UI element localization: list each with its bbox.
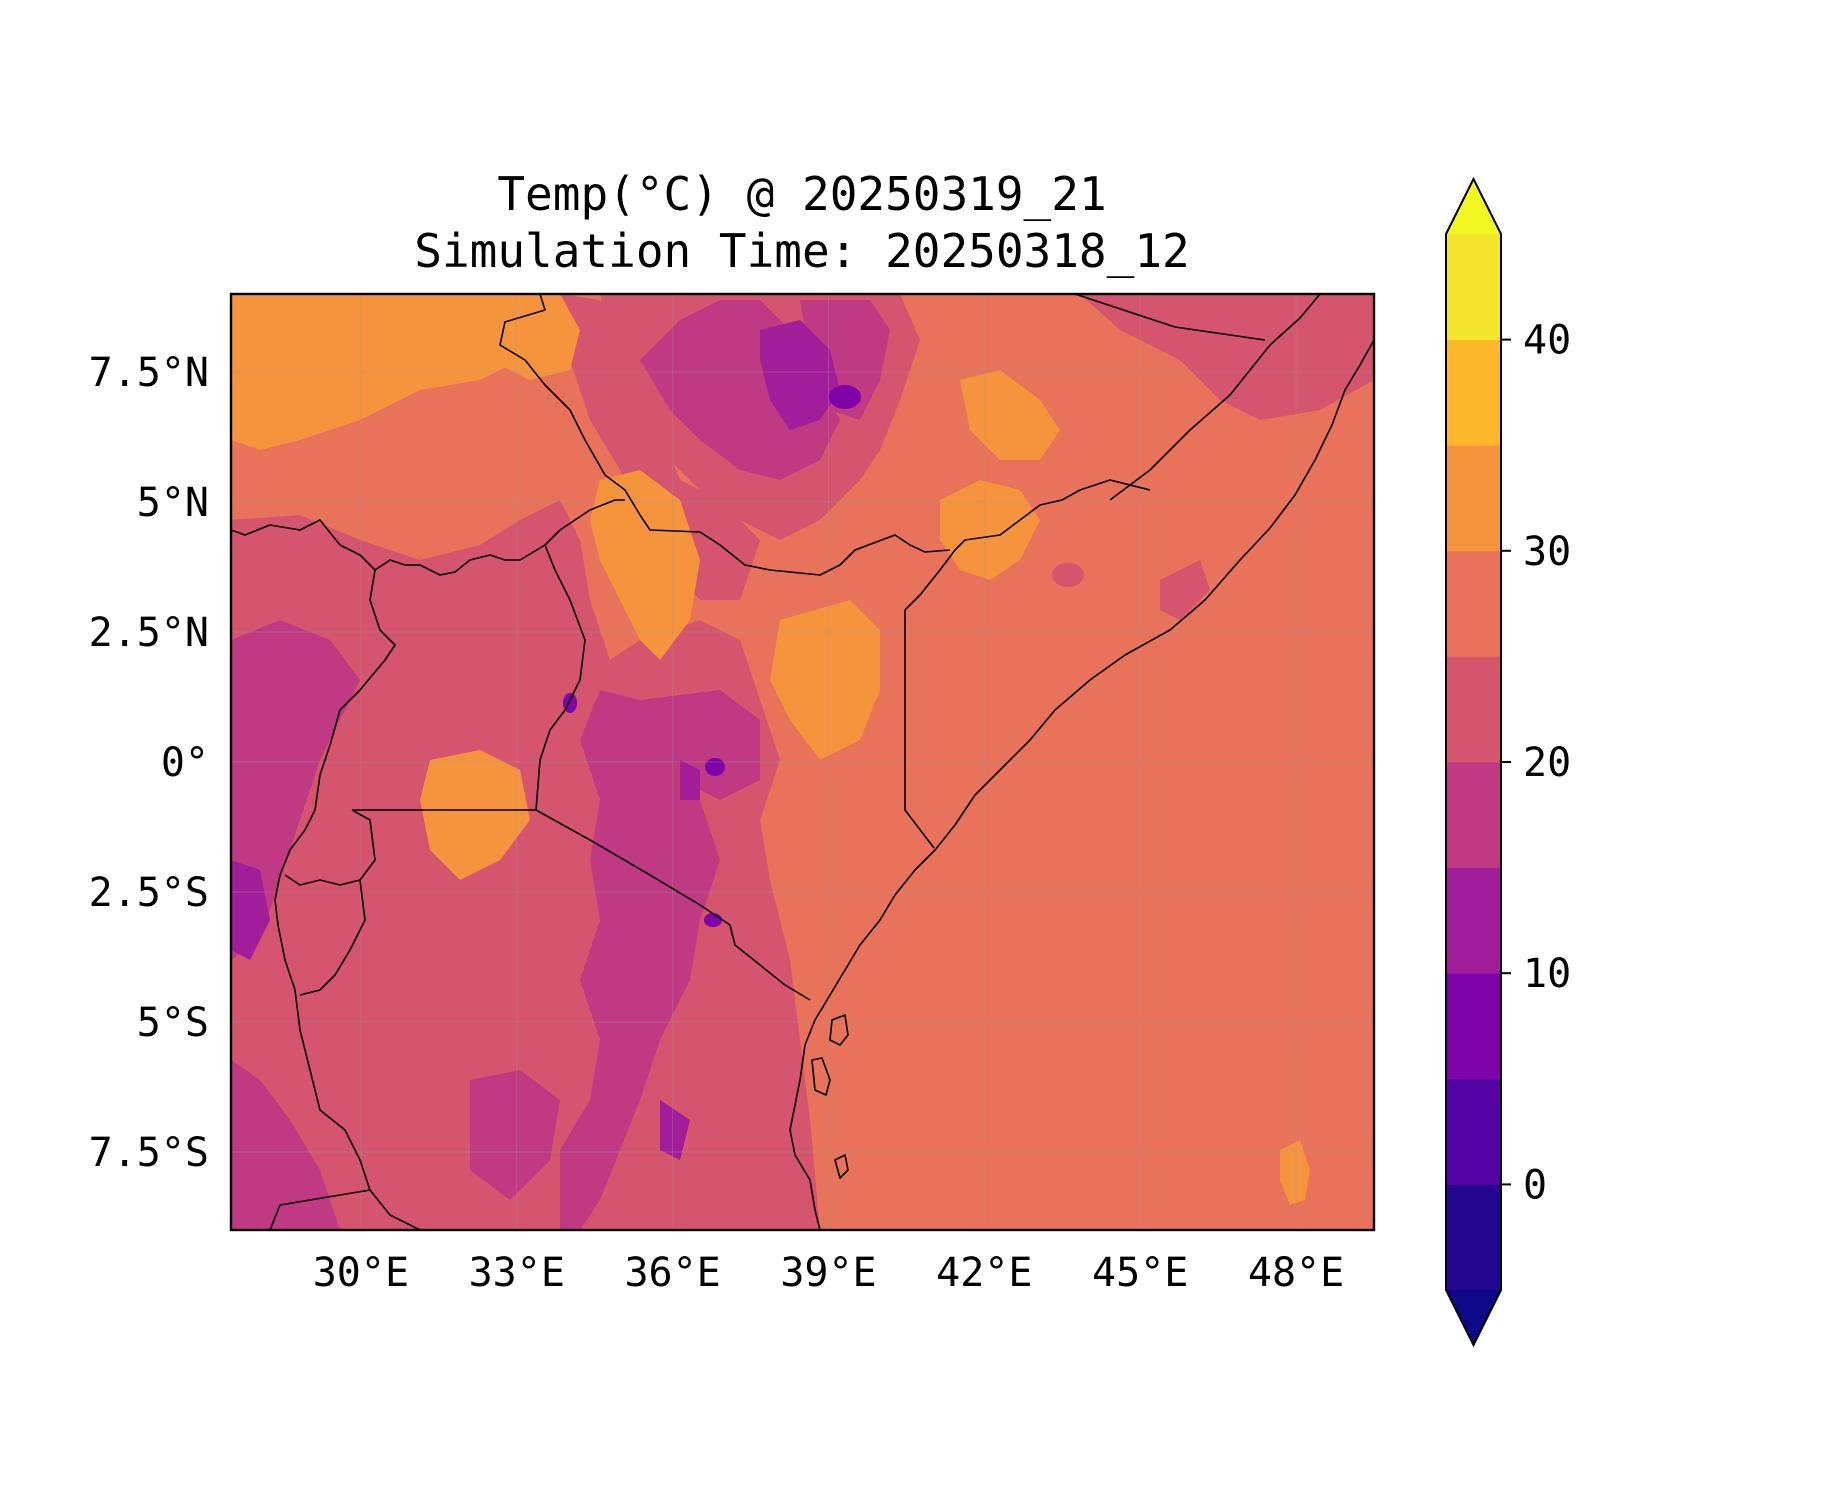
colorbar-extend-max xyxy=(1446,179,1501,234)
border-somaliland xyxy=(1074,294,1266,341)
border-burundi-outline xyxy=(299,879,366,996)
y-tick-label: 2.5°S xyxy=(89,870,209,916)
colorbar-segment xyxy=(1446,445,1501,552)
colorbar-segment xyxy=(1446,1184,1501,1291)
colorbar-extend-min xyxy=(1446,1290,1501,1345)
colorbar-tick-label: 30 xyxy=(1523,529,1571,575)
map-subtitle: Simulation Time: 20250318_12 xyxy=(414,224,1189,278)
y-tick-label: 5°N xyxy=(137,480,209,526)
coastline xyxy=(789,339,1374,1230)
border-kenya-somalia xyxy=(904,539,966,849)
x-tick-label: 45°E xyxy=(1092,1250,1188,1296)
x-tick-label: 30°E xyxy=(313,1250,409,1296)
border-rwanda-outline xyxy=(284,809,376,886)
colorbar-segment xyxy=(1446,339,1501,446)
map-borders xyxy=(231,294,1374,1230)
island-pemba xyxy=(834,1154,849,1179)
colorbar-ticks: 0 10 20 30 40 xyxy=(1501,318,1571,1208)
y-tick-label: 7.5°S xyxy=(89,1130,209,1176)
island-zanzibar xyxy=(829,1014,849,1046)
y-tick-label: 7.5°N xyxy=(89,350,209,396)
border-tanzania-kenya xyxy=(535,809,811,1001)
colorbar-segment xyxy=(1446,867,1501,974)
temperature-field-5-10 xyxy=(563,385,861,927)
colorbar-segment xyxy=(1446,550,1501,657)
colorbar-segment xyxy=(1446,656,1501,763)
island-mafia xyxy=(811,1057,831,1096)
longitude-axis: 30°E 33°E 36°E 39°E 42°E 45°E 48°E xyxy=(313,1250,1345,1296)
colorbar-tick-label: 0 xyxy=(1523,1162,1547,1208)
colorbar xyxy=(1445,176,1502,1348)
colorbar-segment xyxy=(1446,234,1501,341)
y-tick-label: 0° xyxy=(161,740,209,786)
y-tick-label: 5°S xyxy=(137,1000,209,1046)
colorbar-outline xyxy=(1445,176,1502,1348)
x-tick-label: 36°E xyxy=(624,1250,720,1296)
x-tick-label: 39°E xyxy=(780,1250,876,1296)
map-title: Temp(°C) @ 20250319_21 xyxy=(497,167,1106,221)
border-ethiopia-somalia xyxy=(1109,294,1321,501)
colorbar-tick-label: 20 xyxy=(1523,740,1571,786)
temperature-field-30-35 xyxy=(231,294,1310,1205)
border-lake-tanganyika xyxy=(294,989,421,1230)
border-uganda-kenya xyxy=(535,544,586,811)
latitude-axis: 7.5°N 5°N 2.5°N 0° 2.5°S 5°S 7.5°S xyxy=(89,350,209,1176)
temperature-field-15-20 xyxy=(231,300,890,1230)
border-kenya-ethiopia xyxy=(964,479,1151,541)
x-tick-label: 42°E xyxy=(936,1250,1032,1296)
border-drc-uganda xyxy=(314,569,396,811)
map-panel xyxy=(231,294,1374,1230)
x-tick-label: 48°E xyxy=(1248,1250,1344,1296)
colorbar-segment xyxy=(1446,1078,1501,1185)
colorbar-tick-label: 10 xyxy=(1523,951,1571,997)
y-tick-label: 2.5°N xyxy=(89,610,209,656)
border-uganda-north xyxy=(231,499,625,576)
border-south-sudan xyxy=(499,294,951,576)
colorbar-tick-label: 40 xyxy=(1523,318,1571,364)
temperature-field-10-15 xyxy=(231,320,840,1160)
colorbar-segment xyxy=(1446,973,1501,1080)
border-rwanda-burundi xyxy=(274,809,316,991)
map-frame xyxy=(229,292,1376,1232)
x-tick-label: 33°E xyxy=(469,1250,565,1296)
colorbar-segment xyxy=(1446,762,1501,869)
border-zambia-malawi xyxy=(269,1189,371,1230)
